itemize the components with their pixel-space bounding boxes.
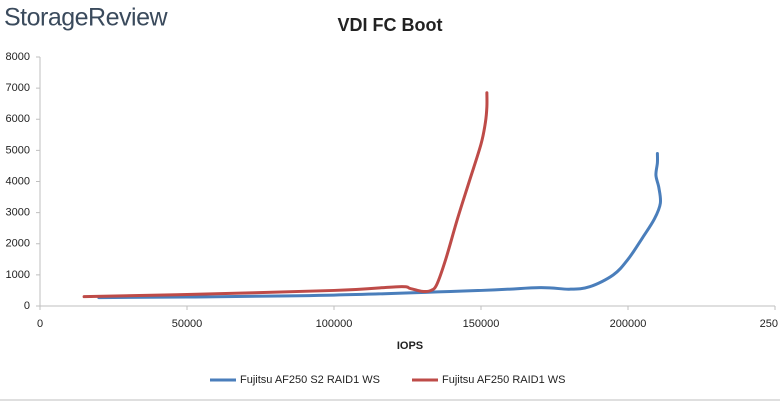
- y-tick-label: 1000: [6, 269, 30, 281]
- legend-label: Fujitsu AF250 RAID1 WS: [442, 374, 566, 386]
- y-tick-label: 8000: [6, 51, 30, 63]
- y-tick-label: 2000: [6, 238, 30, 250]
- y-tick-label: 3000: [6, 207, 30, 219]
- x-tick-label: 100000: [316, 318, 353, 330]
- x-tick-label: 150000: [463, 318, 500, 330]
- y-tick-label: 7000: [6, 82, 30, 94]
- series-line: [97, 151, 663, 300]
- legend-label: Fujitsu AF250 S2 RAID1 WS: [240, 374, 380, 386]
- y-tick-label: 4000: [6, 175, 30, 187]
- x-tick-label: 200000: [610, 318, 647, 330]
- chart-title: VDI FC Boot: [338, 15, 443, 35]
- y-tick-label: 6000: [6, 113, 30, 125]
- x-tick-label: 250: [760, 318, 778, 330]
- x-axis-title: IOPS: [397, 340, 423, 352]
- x-tick-label: 50000: [172, 318, 203, 330]
- y-tick-label: 0: [24, 300, 30, 312]
- y-tick-label: 5000: [6, 144, 30, 156]
- series-line: [82, 91, 489, 299]
- logo: StorageReview: [4, 4, 168, 32]
- x-tick-label: 0: [37, 318, 43, 330]
